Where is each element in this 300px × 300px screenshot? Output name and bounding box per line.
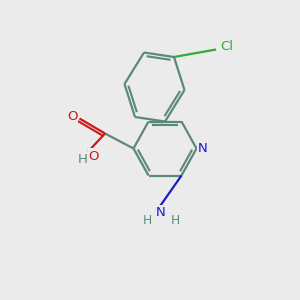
- Text: N: N: [198, 142, 208, 155]
- Text: H: H: [142, 214, 152, 227]
- Text: H: H: [78, 152, 87, 166]
- Text: O: O: [89, 149, 99, 163]
- Text: N: N: [156, 206, 165, 220]
- Text: Cl: Cl: [220, 40, 233, 53]
- Text: O: O: [67, 110, 77, 124]
- Text: H: H: [171, 214, 180, 227]
